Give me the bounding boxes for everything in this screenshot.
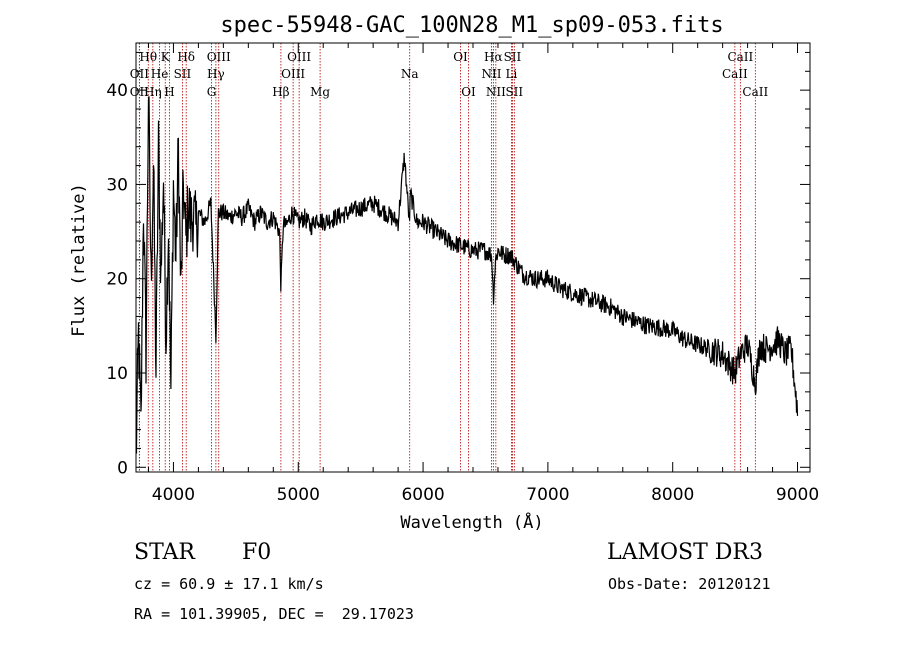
- spectral-line-label: OI: [461, 85, 476, 99]
- x-tick-label: 5000: [277, 485, 320, 505]
- spectral-line-label: G: [207, 85, 217, 99]
- spectral-line-label: CaII: [722, 67, 748, 81]
- survey-name: LAMOST DR3: [607, 540, 763, 565]
- spectral-line-label: Hγ: [207, 67, 225, 81]
- x-axis-label: Wavelength (Å): [400, 511, 543, 533]
- spectral-line-label: SII: [504, 50, 522, 64]
- coordinates: RA = 101.39905, DEC = 29.17023: [134, 605, 414, 623]
- y-tick-label: 10: [106, 364, 128, 384]
- spectral-line-label: Hβ: [272, 85, 289, 99]
- axis-ticks: 4000 5000 6000 7000 8000 9000 0 10 20 30 40: [106, 43, 819, 505]
- flux-series-line: [135, 96, 799, 455]
- spectral-line-label: Mg: [310, 85, 330, 99]
- spectral-line-label: SII: [505, 85, 523, 99]
- spectral-line-label: OIII: [281, 67, 305, 81]
- spectral-line-label: K: [161, 50, 171, 64]
- x-tick-label: 6000: [401, 485, 444, 505]
- y-tick-label: 0: [117, 458, 128, 478]
- chart-title: spec-55948-GAC_100N28_M1_sp09-053.fits: [220, 13, 723, 38]
- spectral-line-label: Hη: [144, 85, 162, 99]
- spectral-line-label: Na: [401, 67, 419, 81]
- subclass: F0: [242, 540, 272, 565]
- spectral-line-label: CaII: [742, 85, 768, 99]
- x-tick-label: 8000: [651, 485, 694, 505]
- spectral-line-label: He: [151, 67, 169, 81]
- x-tick-label: 4000: [152, 485, 195, 505]
- y-axis-label: Flux (relative): [69, 183, 89, 337]
- spectral-line-label: OII: [130, 85, 150, 99]
- x-tick-label: 7000: [526, 485, 569, 505]
- spectral-line-label: NII: [481, 67, 501, 81]
- y-tick-label: 40: [106, 81, 128, 101]
- spectral-line-label: Hδ: [177, 50, 195, 64]
- spectral-line-label: CaII: [727, 50, 753, 64]
- object-type: STAR: [134, 540, 195, 565]
- spectral-line-label: H: [164, 85, 174, 99]
- spectral-line-label: OII: [130, 67, 150, 81]
- spectrum-chart: spec-55948-GAC_100N28_M1_sp09-053.fits H…: [69, 13, 819, 533]
- spectral-line-label: SII: [174, 67, 192, 81]
- plot-frame: [135, 42, 811, 473]
- spectral-line-label: OI: [453, 50, 468, 64]
- velocity-readout: cz = 60.9 ± 17.1 km/s: [134, 575, 324, 593]
- obs-date: Obs-Date: 20120121: [608, 575, 771, 593]
- spectral-line-label: OIII: [287, 50, 311, 64]
- spectral-line-label: NII: [486, 85, 506, 99]
- y-tick-label: 30: [106, 175, 128, 195]
- spectral-line-label: OIII: [207, 50, 231, 64]
- spectral-line-label: Li: [506, 67, 518, 81]
- spectral-line-markers: [138, 43, 756, 472]
- spectral-line-label: Hθ: [139, 50, 157, 64]
- spectral-line-label: Hα: [484, 50, 503, 64]
- y-tick-label: 20: [106, 270, 128, 290]
- x-tick-label: 9000: [776, 485, 819, 505]
